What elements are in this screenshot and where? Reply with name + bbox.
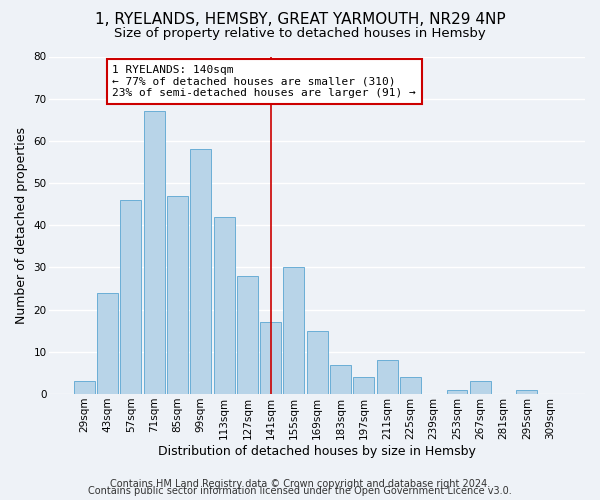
Bar (377, 360, 398, 394)
Bar (470, 382, 491, 394)
Bar (353, 377, 374, 394)
Bar (400, 377, 421, 394)
Bar (446, 390, 467, 394)
Bar (330, 364, 351, 394)
Bar (237, 276, 258, 394)
Bar (97, 293, 118, 394)
Bar (143, 112, 164, 394)
Bar (167, 196, 188, 394)
Bar (307, 331, 328, 394)
Bar (283, 268, 304, 394)
Text: 1 RYELANDS: 140sqm
← 77% of detached houses are smaller (310)
23% of semi-detach: 1 RYELANDS: 140sqm ← 77% of detached hou… (112, 65, 416, 98)
Bar (74, 382, 95, 394)
Bar (121, 200, 142, 394)
Text: Contains public sector information licensed under the Open Government Licence v3: Contains public sector information licen… (88, 486, 512, 496)
Text: 1, RYELANDS, HEMSBY, GREAT YARMOUTH, NR29 4NP: 1, RYELANDS, HEMSBY, GREAT YARMOUTH, NR2… (95, 12, 505, 28)
Bar (190, 150, 211, 394)
X-axis label: Distribution of detached houses by size in Hemsby: Distribution of detached houses by size … (158, 444, 476, 458)
Y-axis label: Number of detached properties: Number of detached properties (15, 127, 28, 324)
Text: Contains HM Land Registry data © Crown copyright and database right 2024.: Contains HM Land Registry data © Crown c… (110, 479, 490, 489)
Text: Size of property relative to detached houses in Hemsby: Size of property relative to detached ho… (114, 28, 486, 40)
Bar (214, 217, 235, 394)
Bar (260, 322, 281, 394)
Bar (517, 390, 538, 394)
